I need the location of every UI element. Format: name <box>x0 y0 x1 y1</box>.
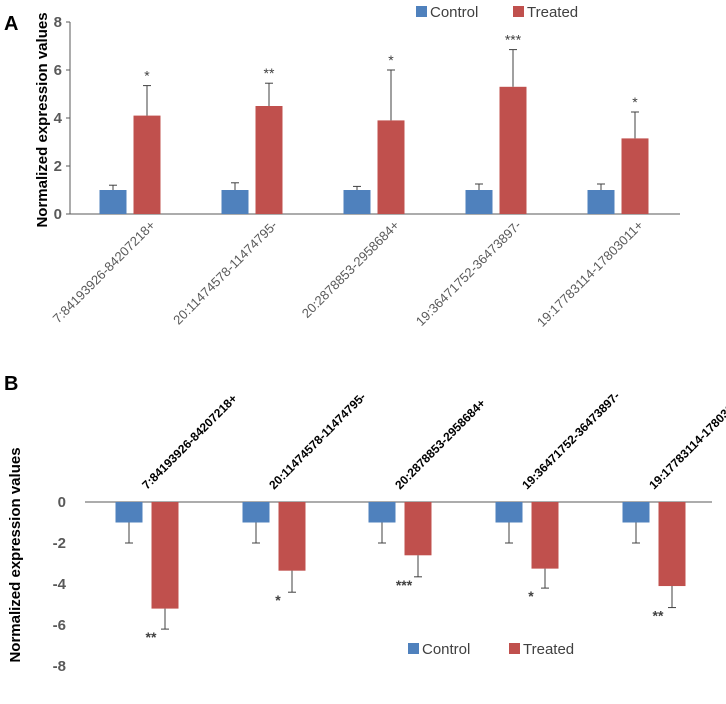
panel-b-bar-control <box>495 502 523 523</box>
panel-b-x-tick-label: 19:17783114-17803011+ <box>646 388 726 493</box>
panel-a-x-tick-labels: 7:84193926-84207218+ 20:11474578-11474795… <box>50 218 647 330</box>
panel-b-y-tick-label: -4 <box>53 576 67 593</box>
panel-a-bar-control <box>343 190 371 214</box>
legend-treated-label: Treated <box>527 4 578 21</box>
panel-b-chart: B Normalized expression values 0 -2 -4 -6 -8… <box>4 373 726 675</box>
panel-b-y-tick-label: -6 <box>53 617 66 634</box>
panel-a-y-ticks: 0 2 4 6 8 <box>54 14 70 223</box>
panel-a-letter: A <box>4 13 18 35</box>
panel-a-bar-control <box>465 190 493 214</box>
panel-b-bars: ********* <box>115 502 686 645</box>
panel-a-x-tick-label: 7:84193926-84207218+ <box>50 218 159 327</box>
panel-b-bar-control <box>622 502 650 523</box>
panel-a-bars: * ******* <box>99 32 649 214</box>
panel-b-bar-treated <box>404 502 432 556</box>
panel-b-significance-label: ** <box>653 608 664 624</box>
legend-treated-swatch <box>513 6 524 17</box>
panel-b-bar-control <box>242 502 270 523</box>
panel-b-significance-label: ** <box>146 629 157 645</box>
panel-b-x-tick-label: 20:11474578-11474795- <box>266 390 368 492</box>
panel-a-bar-control <box>99 190 127 214</box>
panel-a-significance-label: * <box>632 94 638 110</box>
panel-b-bar-treated <box>531 502 559 569</box>
legend-control-swatch <box>408 643 419 654</box>
panel-a-significance-label: ** <box>264 65 275 81</box>
panel-a-x-tick-label: 20:2878853-2958684+ <box>299 218 402 321</box>
panel-a-significance-label: *** <box>505 32 522 48</box>
panel-b-bar-control <box>115 502 143 523</box>
panel-a-bar-control <box>221 190 249 214</box>
legend-control-label: Control <box>430 4 478 21</box>
panel-a-significance-label: * <box>388 52 394 68</box>
panel-a-bar-treated <box>255 106 283 214</box>
legend-treated-swatch <box>509 643 520 654</box>
panel-a-y-tick-label: 6 <box>54 62 62 79</box>
panel-b-bar-treated <box>658 502 686 587</box>
panel-b-x-tick-label: 19:36471752-36473897- <box>519 389 622 492</box>
panel-b-x-tick-labels: 7:84193926-84207218+ 20:11474578-11474795… <box>139 388 726 493</box>
panel-a-bar-treated <box>499 86 527 214</box>
panel-a-legend: Control Treated <box>416 4 578 21</box>
panel-a-x-tick-label: 20:11474578-11474795- <box>170 218 280 328</box>
panel-b-y-tick-label: -2 <box>53 535 66 552</box>
panel-b-y-axis-label: Normalized expression values <box>7 447 24 662</box>
panel-b-bar-treated <box>151 502 179 609</box>
panel-a-y-axis-label: Normalized expression values <box>34 12 51 227</box>
panel-a-bar-treated <box>621 138 649 214</box>
panel-a-bar-treated <box>377 120 405 214</box>
panel-b-x-tick-label: 7:84193926-84207218+ <box>139 391 240 492</box>
panel-a-bar-control <box>587 190 615 214</box>
panel-b-significance-label: * <box>275 592 281 608</box>
panel-b-bar-control <box>368 502 396 523</box>
panel-a-y-tick-label: 0 <box>54 206 62 223</box>
panel-b-x-tick-label: 20:2878853-2958684+ <box>392 396 488 492</box>
panel-a-x-tick-label: 19:17783114-17803011+ <box>534 218 646 330</box>
panel-a-significance-label: * <box>144 68 150 84</box>
panel-b-y-tick-label: 0 <box>58 494 66 511</box>
panel-b-y-ticks: 0 -2 -4 -6 -8 <box>53 494 67 675</box>
panel-b-letter: B <box>4 373 18 395</box>
legend-treated-label: Treated <box>523 641 574 658</box>
panel-a-y-tick-label: 4 <box>54 110 63 127</box>
panel-a-y-tick-label: 2 <box>54 158 62 175</box>
panel-b-significance-label: * <box>528 588 534 604</box>
panel-a-y-tick-label: 8 <box>54 14 62 31</box>
panel-b-bar-treated <box>278 502 306 571</box>
panel-b-significance-label: *** <box>396 577 413 593</box>
panel-a-bar-treated <box>133 115 161 214</box>
panel-b-legend: Control Treated <box>408 641 574 658</box>
panel-a-x-tick-label: 19:36471752-36473897- <box>413 218 524 329</box>
legend-control-swatch <box>416 6 427 17</box>
legend-control-label: Control <box>422 641 470 658</box>
panel-b-y-tick-label: -8 <box>53 658 66 675</box>
